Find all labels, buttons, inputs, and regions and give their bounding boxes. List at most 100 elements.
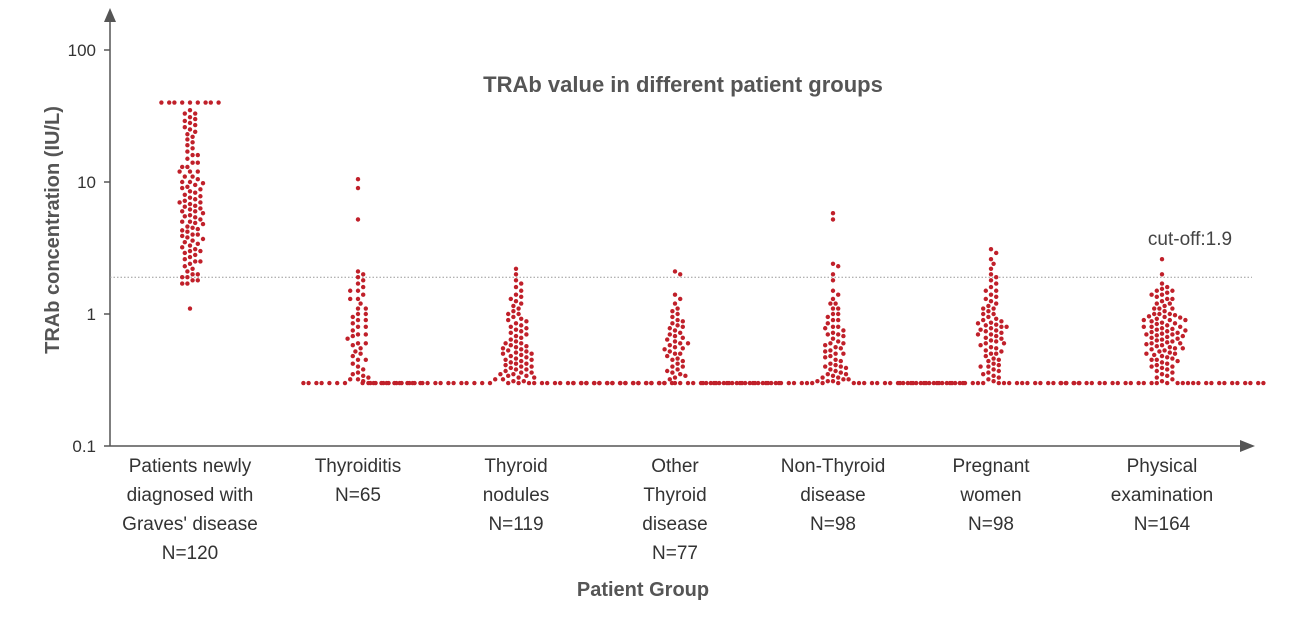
data-point (836, 375, 841, 380)
data-point (193, 182, 198, 188)
data-point (508, 353, 513, 359)
data-point (198, 259, 203, 264)
data-point (355, 357, 361, 362)
data-point (1102, 380, 1108, 386)
data-point (1001, 341, 1007, 346)
data-point (700, 380, 706, 386)
data-point (1141, 324, 1147, 329)
data-point (508, 296, 513, 302)
data-point (182, 257, 187, 262)
data-point (665, 368, 670, 374)
data-point (399, 380, 404, 386)
category-label: N=164 (1134, 514, 1191, 535)
data-point (994, 250, 999, 256)
data-point (828, 301, 833, 306)
data-point (1149, 324, 1154, 329)
data-point (216, 100, 221, 105)
data-point (825, 332, 830, 337)
y-axis-label: TRAb concentration (IU/L) (42, 106, 64, 354)
data-point (670, 370, 675, 375)
data-point (675, 323, 680, 328)
data-point (519, 294, 524, 299)
data-point (355, 177, 361, 182)
data-point (983, 335, 988, 341)
data-point (1154, 327, 1160, 332)
category-label: Non-Thyroid (781, 456, 886, 477)
group-dots (159, 100, 221, 311)
data-point (988, 284, 994, 290)
x-axis-label: Patient Group (577, 579, 709, 601)
data-point (355, 324, 361, 329)
data-point (841, 351, 846, 356)
data-point (182, 239, 187, 245)
data-point (1172, 321, 1178, 326)
data-point (524, 332, 529, 337)
data-point (350, 353, 355, 359)
data-point (516, 306, 521, 311)
data-point (988, 299, 994, 304)
data-point (182, 125, 187, 130)
data-point (1154, 344, 1160, 349)
data-point (177, 169, 182, 174)
data-point (511, 371, 516, 377)
data-point (532, 375, 537, 380)
data-point (678, 341, 683, 346)
data-point (836, 311, 841, 317)
axes (104, 8, 1255, 452)
data-point (1149, 292, 1154, 297)
data-point (683, 373, 688, 379)
category-label: N=77 (652, 543, 698, 564)
data-point (193, 116, 198, 122)
data-point (975, 332, 981, 337)
data-point (836, 264, 841, 269)
data-point (1175, 380, 1180, 386)
category-label: Pregnant (952, 456, 1030, 477)
data-point (1157, 349, 1162, 354)
data-point (500, 346, 506, 351)
data-point (836, 292, 841, 297)
data-point (1170, 364, 1175, 369)
data-point (665, 337, 670, 342)
data-point (708, 380, 713, 386)
data-point (986, 358, 991, 364)
data-point (618, 380, 623, 386)
data-point (348, 288, 353, 293)
data-point (1159, 299, 1165, 304)
data-point (649, 380, 654, 386)
data-point (830, 261, 836, 267)
data-point (360, 380, 365, 386)
data-point (182, 204, 187, 209)
data-point (662, 347, 667, 352)
data-point (1004, 324, 1009, 329)
data-point (185, 149, 190, 154)
data-point (532, 380, 537, 386)
data-point (1170, 288, 1175, 293)
data-point (500, 351, 506, 356)
data-point (685, 341, 691, 346)
data-point (988, 246, 994, 252)
data-point (195, 160, 200, 165)
data-point (193, 220, 198, 226)
data-point (1159, 320, 1165, 325)
data-point (680, 324, 685, 329)
data-point (361, 367, 366, 372)
data-point (636, 380, 641, 386)
data-point (180, 219, 185, 224)
data-point (678, 330, 683, 336)
category-label: Graves' disease (122, 514, 258, 535)
data-point (193, 129, 198, 135)
data-point (1076, 380, 1082, 386)
data-point (159, 100, 164, 105)
data-point (823, 364, 828, 369)
data-point (1154, 375, 1160, 380)
data-point (182, 250, 187, 256)
data-point (1141, 317, 1147, 323)
data-point (830, 211, 836, 216)
data-point (185, 132, 190, 137)
data-point (180, 228, 185, 233)
data-point (672, 380, 678, 386)
data-point (361, 284, 366, 290)
data-point (991, 367, 996, 372)
data-point (680, 335, 685, 341)
data-point (833, 368, 838, 374)
